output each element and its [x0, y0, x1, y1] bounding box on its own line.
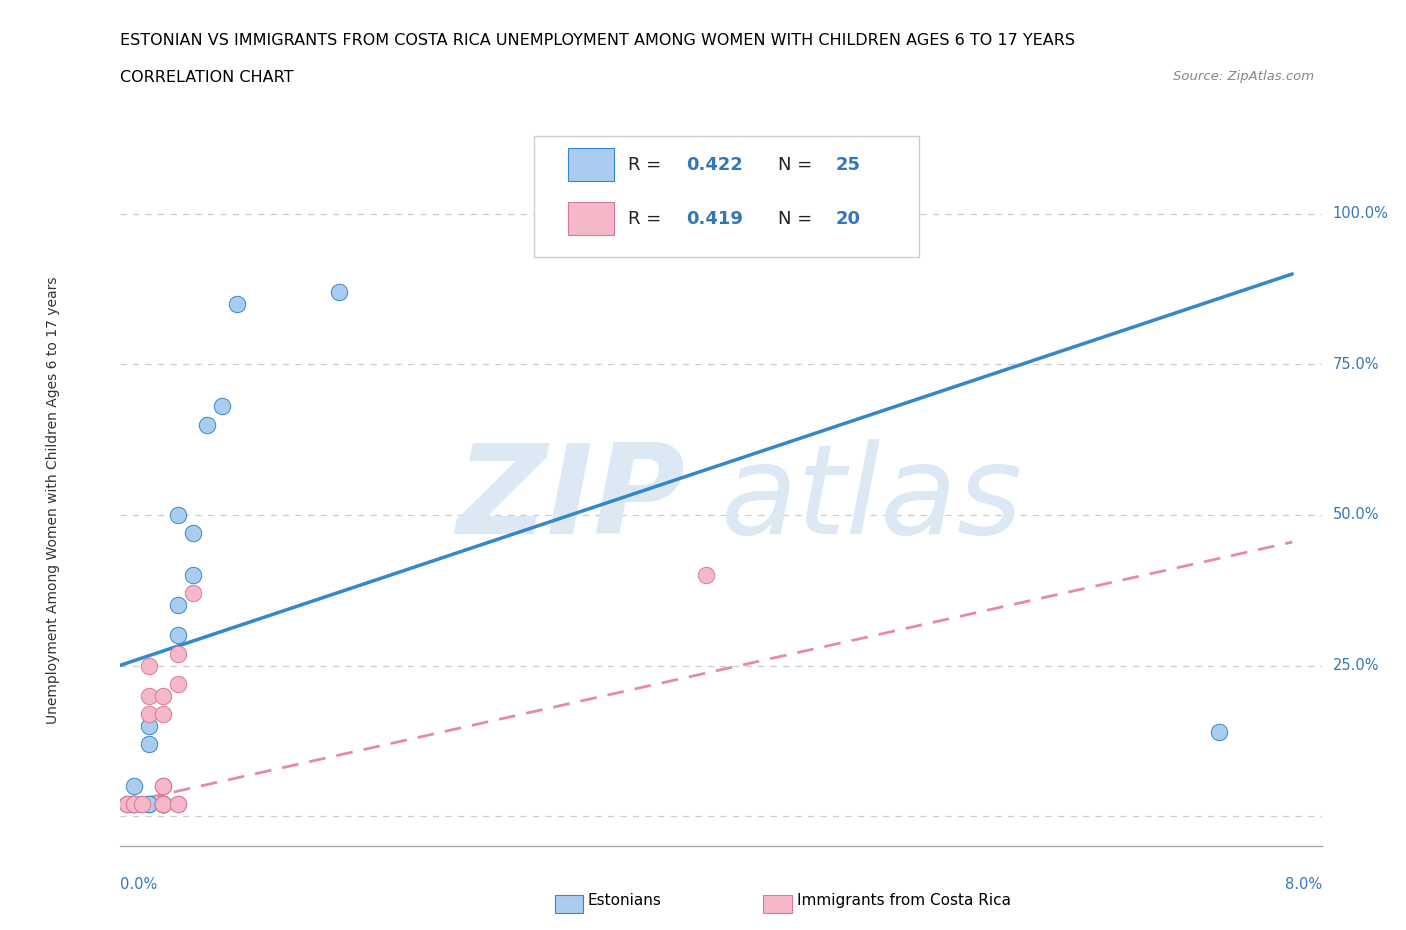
Point — [122, 778, 145, 793]
Point — [138, 718, 160, 733]
Point — [122, 797, 145, 812]
Text: 8.0%: 8.0% — [1285, 877, 1322, 892]
Point — [152, 797, 174, 812]
Point — [131, 797, 153, 812]
Point — [152, 797, 174, 812]
Point — [328, 285, 350, 299]
Point — [131, 797, 153, 812]
Text: atlas: atlas — [720, 439, 1022, 561]
Text: 20: 20 — [837, 209, 860, 228]
Point — [152, 797, 174, 812]
Point — [1208, 724, 1230, 739]
Point — [152, 797, 174, 812]
Text: Unemployment Among Women with Children Ages 6 to 17 years: Unemployment Among Women with Children A… — [46, 276, 60, 724]
Point — [115, 797, 138, 812]
Text: R =: R = — [628, 155, 666, 174]
Text: 25: 25 — [837, 155, 860, 174]
Text: ZIP: ZIP — [456, 439, 685, 561]
Point — [181, 586, 204, 601]
Text: 0.419: 0.419 — [686, 209, 742, 228]
Point — [211, 399, 233, 414]
Text: ESTONIAN VS IMMIGRANTS FROM COSTA RICA UNEMPLOYMENT AMONG WOMEN WITH CHILDREN AG: ESTONIAN VS IMMIGRANTS FROM COSTA RICA U… — [120, 33, 1074, 47]
FancyBboxPatch shape — [568, 148, 613, 181]
Point — [152, 688, 174, 703]
Point — [152, 797, 174, 812]
Text: 0.0%: 0.0% — [120, 877, 156, 892]
Point — [138, 688, 160, 703]
Point — [152, 797, 174, 812]
Text: N =: N = — [779, 209, 818, 228]
Text: 25.0%: 25.0% — [1333, 658, 1379, 673]
Point — [695, 567, 717, 582]
Point — [122, 797, 145, 812]
Text: 75.0%: 75.0% — [1333, 357, 1379, 372]
Point — [122, 797, 145, 812]
Point — [152, 706, 174, 721]
Text: Source: ZipAtlas.com: Source: ZipAtlas.com — [1174, 70, 1315, 83]
Text: Estonians: Estonians — [588, 893, 662, 908]
Point — [167, 797, 190, 812]
Point — [225, 297, 247, 312]
Point — [181, 525, 204, 540]
Text: 50.0%: 50.0% — [1333, 508, 1379, 523]
Point — [152, 797, 174, 812]
Point — [115, 797, 138, 812]
Text: R =: R = — [628, 209, 666, 228]
Text: Immigrants from Costa Rica: Immigrants from Costa Rica — [797, 893, 1011, 908]
Text: CORRELATION CHART: CORRELATION CHART — [120, 70, 292, 85]
Point — [167, 508, 190, 523]
Point — [138, 797, 160, 812]
Point — [167, 598, 190, 613]
Point — [167, 646, 190, 661]
Point — [152, 778, 174, 793]
Text: 100.0%: 100.0% — [1333, 206, 1389, 221]
Point — [167, 676, 190, 691]
Point — [120, 797, 142, 812]
FancyBboxPatch shape — [568, 202, 613, 235]
Point — [152, 778, 174, 793]
Point — [138, 737, 160, 751]
FancyBboxPatch shape — [534, 136, 920, 258]
Point — [167, 797, 190, 812]
Point — [167, 628, 190, 643]
Point — [138, 797, 160, 812]
Text: N =: N = — [779, 155, 818, 174]
Point — [138, 658, 160, 673]
Point — [181, 567, 204, 582]
Point — [138, 706, 160, 721]
Point — [122, 797, 145, 812]
Point — [197, 418, 219, 432]
Point — [152, 797, 174, 812]
Text: 0.422: 0.422 — [686, 155, 742, 174]
